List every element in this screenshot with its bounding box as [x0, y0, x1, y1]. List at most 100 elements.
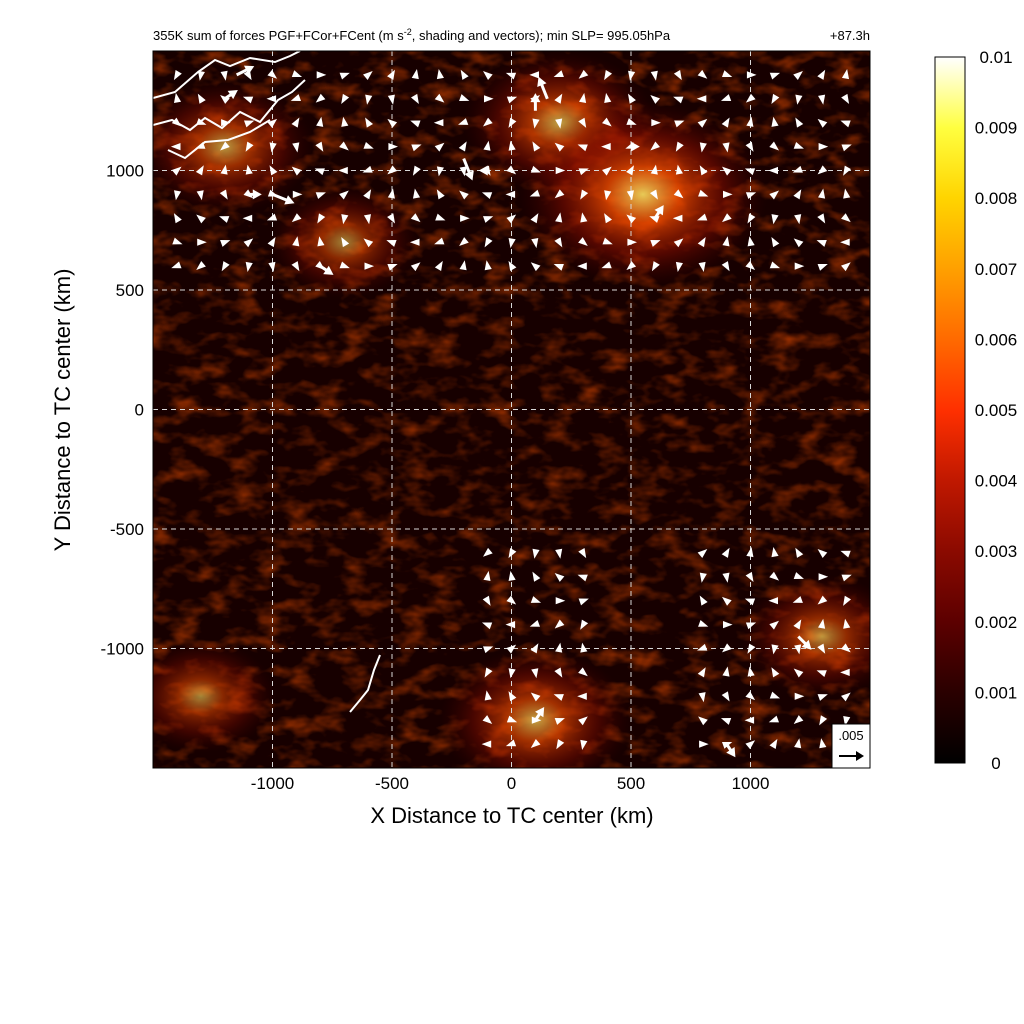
- force-vector-small: [387, 165, 398, 175]
- force-vector-small: [363, 71, 373, 80]
- force-vector-small: [481, 192, 493, 200]
- force-vector-small: [531, 716, 542, 724]
- force-vector-small: [771, 667, 780, 678]
- force-vector-small: [744, 168, 756, 176]
- force-vector-small: [722, 166, 732, 176]
- y-tick-label: 1000: [106, 162, 144, 181]
- force-vector-small: [795, 94, 803, 105]
- force-vector-small: [626, 165, 634, 176]
- force-vector-small: [339, 190, 349, 200]
- force-vector: [462, 157, 474, 181]
- force-vector-small: [698, 189, 709, 197]
- force-vector-small: [626, 190, 634, 201]
- force-vector-small: [505, 190, 516, 198]
- force-vector-small: [292, 190, 303, 198]
- force-vector-small: [532, 571, 541, 582]
- force-vector-small: [721, 70, 733, 78]
- force-vector-small: [196, 261, 206, 270]
- force-vector-small: [508, 140, 516, 151]
- force-vector-small: [745, 691, 756, 701]
- force-vector-small: [531, 668, 539, 679]
- force-vector-small: [771, 237, 780, 248]
- force-vector-small: [817, 263, 828, 271]
- force-vector-small: [650, 94, 660, 104]
- force-vector-small: [434, 237, 445, 245]
- force-vector-small: [482, 216, 494, 223]
- force-vector-small: [771, 93, 780, 104]
- x-tick-label: 500: [617, 774, 645, 793]
- force-vector-small: [220, 164, 228, 175]
- force-vector-small: [508, 691, 517, 702]
- force-vector-small: [604, 92, 612, 103]
- force-vector-small: [315, 141, 324, 152]
- force-vector-small: [580, 642, 588, 653]
- force-vector-small: [291, 261, 300, 272]
- force-vector-small: [434, 93, 445, 103]
- force-vector-small: [601, 143, 611, 151]
- force-vector-small: [768, 715, 780, 723]
- force-vector-small: [769, 738, 778, 750]
- force-vector-small: [554, 667, 563, 678]
- x-tick-label: 0: [507, 774, 516, 793]
- force-vector-small: [817, 643, 826, 654]
- force-vector-small: [722, 142, 730, 153]
- force-vector-small: [315, 93, 326, 103]
- force-vector-small: [673, 96, 684, 104]
- force-vector-small: [841, 574, 852, 582]
- force-vector-small: [484, 667, 493, 678]
- force-vector-small: [769, 261, 781, 269]
- force-vector-small: [747, 236, 755, 247]
- force-vector-small: [530, 643, 539, 654]
- force-vector-small: [722, 236, 730, 247]
- force-vector-small: [339, 72, 350, 80]
- force-vector-small: [482, 646, 494, 654]
- force-vector-small: [242, 96, 254, 104]
- y-tick-label: 500: [116, 281, 144, 300]
- force-vector-small: [697, 643, 708, 651]
- force-vector-small: [481, 740, 492, 748]
- force-vector-small: [434, 142, 445, 152]
- force-vector-small: [625, 141, 636, 149]
- x-axis-ticks: -1000 -500 0 500 1000: [251, 774, 770, 793]
- force-vector-small: [651, 261, 660, 272]
- force-vector-small: [555, 212, 563, 223]
- force-vector-small: [746, 116, 754, 127]
- force-vector-small: [220, 240, 231, 247]
- force-vector-small: [530, 596, 542, 603]
- force-vector-small: [411, 144, 422, 152]
- force-vector-small: [529, 189, 541, 197]
- force-vector-small: [793, 141, 804, 149]
- force-vector-small: [722, 666, 730, 677]
- force-vector-small: [317, 236, 325, 247]
- force-vector-small: [578, 716, 588, 726]
- force-vector-small: [745, 261, 756, 270]
- force-vector-small: [841, 213, 851, 223]
- force-vector-small: [698, 261, 706, 273]
- force-vector-small: [219, 189, 228, 200]
- force-vector-small: [197, 238, 207, 246]
- force-vector-small: [818, 143, 829, 151]
- force-vector-small: [530, 262, 541, 272]
- force-vector-small: [794, 214, 802, 225]
- force-vector-small: [721, 547, 730, 558]
- force-vector-small: [220, 70, 228, 81]
- force-vector-small: [291, 70, 303, 78]
- force-vector-small: [341, 237, 350, 248]
- force-vector-small: [577, 574, 588, 582]
- force-vector-small: [196, 118, 207, 125]
- force-vector-small: [580, 189, 589, 200]
- force-vector-small: [554, 93, 563, 104]
- force-vector-small: [578, 237, 588, 247]
- force-vector-small: [771, 116, 779, 127]
- force-vector-small: [769, 571, 779, 581]
- force-vector-small: [795, 547, 804, 558]
- force-vector-small: [769, 141, 779, 151]
- force-vector-small: [460, 214, 470, 222]
- force-vector-small: [840, 238, 850, 246]
- force-vector-small: [769, 691, 781, 699]
- force-vector-small: [484, 690, 492, 701]
- force-vector-small: [843, 188, 851, 199]
- force-vector-small: [771, 644, 779, 655]
- force-vector-small: [744, 716, 755, 724]
- force-vector-small: [843, 618, 851, 629]
